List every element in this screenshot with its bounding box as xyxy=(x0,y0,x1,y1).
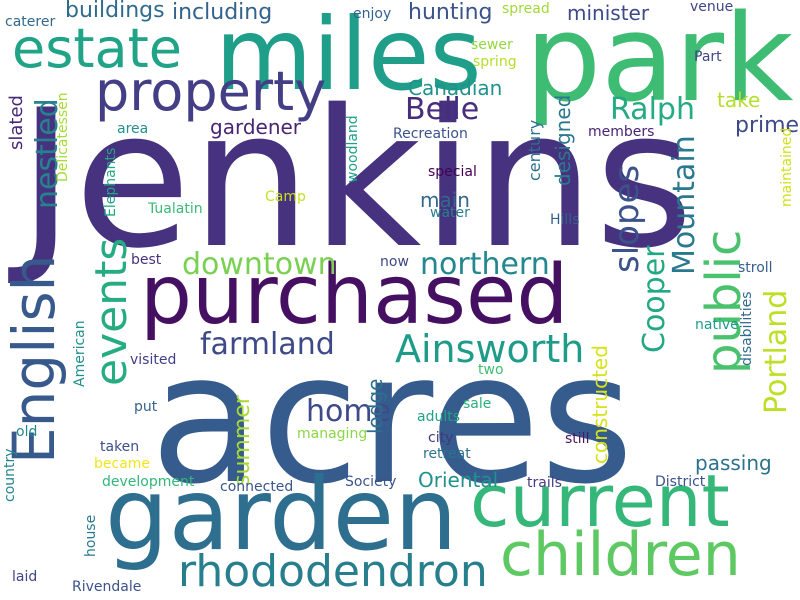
word-hunting: hunting xyxy=(408,0,493,25)
word-spring: spring xyxy=(473,54,517,70)
word-development: development xyxy=(102,474,195,490)
word-enjoy: enjoy xyxy=(353,6,392,22)
word-hills: Hills xyxy=(550,212,580,228)
word-put: put xyxy=(134,399,158,415)
word-current: current xyxy=(470,459,730,543)
word-events: events xyxy=(86,237,137,386)
word-farmland: farmland xyxy=(200,327,335,362)
word-oriental: Oriental xyxy=(418,468,499,492)
word-slated: slated xyxy=(6,95,27,150)
word-rhododendron: rhododendron xyxy=(178,546,488,597)
word-purchased: purchased xyxy=(140,248,569,343)
word-caterer: caterer xyxy=(5,14,56,30)
word-buildings: buildings xyxy=(65,0,165,23)
word-still: still xyxy=(565,431,590,447)
word-rivendale: Rivendale xyxy=(72,579,142,595)
word-visited: visited xyxy=(130,352,177,368)
word-laid: laid xyxy=(12,569,38,585)
word-designed: designed xyxy=(551,94,575,186)
word-managing: managing xyxy=(297,426,368,442)
word-trails: trails xyxy=(527,475,562,491)
word-lodge: lodge xyxy=(363,378,387,435)
word-gardener: gardener xyxy=(210,115,302,139)
word-park: park xyxy=(525,0,794,129)
word-city: city xyxy=(428,430,454,446)
word-best: best xyxy=(131,252,162,268)
word-canadian: Canadian xyxy=(408,76,503,100)
word-take: take xyxy=(717,88,761,112)
word-portland: Portland xyxy=(759,289,794,414)
word-country: country xyxy=(2,448,18,502)
word-taken: taken xyxy=(100,439,140,455)
word-century: century xyxy=(525,119,544,181)
word-stroll: stroll xyxy=(738,260,773,276)
word-adults: adults xyxy=(417,409,461,425)
word-two: two xyxy=(478,362,504,378)
word-summer: summer xyxy=(230,395,255,486)
word-sewer: sewer xyxy=(471,37,513,53)
word-connected: connected xyxy=(220,479,294,495)
word-downtown: downtown xyxy=(182,247,337,282)
word-camp: Camp xyxy=(265,189,306,205)
word-maintained: maintained xyxy=(779,127,795,207)
word-delicatessen: Delicatessen xyxy=(55,92,71,182)
word-ainsworth: Ainsworth xyxy=(395,327,585,371)
word-american: American xyxy=(72,320,88,387)
word-miles: miles xyxy=(215,0,482,113)
word-recreation: Recreation xyxy=(393,126,468,142)
word-cooper: Cooper xyxy=(637,245,672,354)
word-belle: Belle xyxy=(405,92,480,127)
word-prime: prime xyxy=(735,113,800,138)
word-including: including xyxy=(172,0,273,25)
word-district: District xyxy=(655,474,706,490)
word-mountain: Mountain xyxy=(667,135,702,275)
word-jenkins: Jenkins xyxy=(18,69,694,290)
word-tualatin: Tualatin xyxy=(148,201,203,217)
word-house: house xyxy=(83,514,99,557)
word-retreat: retreat xyxy=(423,446,471,462)
word-woodland: woodland xyxy=(345,115,361,183)
word-passing: passing xyxy=(695,451,772,475)
word-became: became xyxy=(94,456,151,472)
word-now: now xyxy=(380,254,409,270)
word-ralph: Ralph xyxy=(610,92,695,127)
word-garden: garden xyxy=(105,456,458,573)
word-constructed: constructed xyxy=(588,345,612,464)
word-property: property xyxy=(95,60,327,123)
word-society: Society xyxy=(345,474,397,490)
word-acres: acres xyxy=(150,315,634,524)
word-minister: minister xyxy=(567,1,650,25)
word-elephants: Elephants xyxy=(103,147,119,217)
word-northern: northern xyxy=(420,247,550,282)
word-spread: spread xyxy=(502,1,550,17)
word-old: old xyxy=(16,424,38,440)
word-sale: sale xyxy=(463,396,492,412)
word-special: special xyxy=(428,164,477,180)
word-home: home xyxy=(306,394,392,429)
word-venue: venue xyxy=(690,0,734,15)
word-part: Part xyxy=(694,49,722,65)
word-main: main xyxy=(420,188,470,212)
word-estate: estate xyxy=(12,17,183,80)
word-area: area xyxy=(117,121,149,137)
word-native: native xyxy=(695,317,739,333)
word-children: children xyxy=(500,520,741,590)
word-water: water xyxy=(430,205,470,221)
word-members: members xyxy=(588,124,655,140)
word-disabilities: disabilities xyxy=(739,291,755,367)
